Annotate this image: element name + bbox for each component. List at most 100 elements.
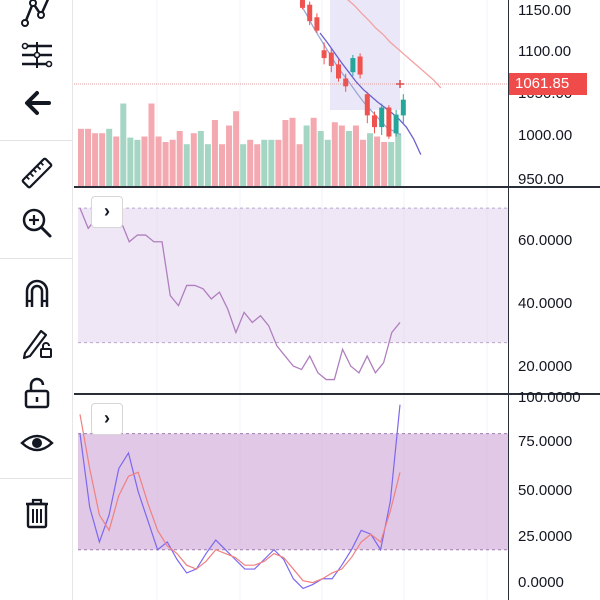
magnet-icon[interactable] (12, 268, 62, 318)
volume-bar (78, 128, 84, 186)
volume-bar (268, 139, 275, 186)
pane-divider[interactable] (74, 186, 600, 188)
stoch-tick: 50.0000 (518, 482, 573, 499)
ruler-icon[interactable] (12, 148, 62, 198)
volume-bar (310, 117, 317, 186)
candle-body (393, 114, 399, 134)
volume-bar (127, 137, 134, 186)
price-tick: 1000.00 (518, 127, 573, 144)
stoch-tick: 25.0000 (518, 528, 573, 545)
candle-body (379, 107, 385, 128)
stoch-band-fill (78, 433, 508, 550)
stoch-tick: 0.0000 (518, 574, 564, 591)
candle-body (372, 115, 377, 128)
volume-bar (183, 144, 190, 186)
volume-bar (282, 120, 289, 186)
rsi-tick: 60.0000 (518, 232, 573, 249)
volume-bar (303, 125, 310, 186)
volume-bar (247, 139, 254, 186)
candle-body (307, 4, 313, 22)
volume-bar (148, 103, 155, 186)
volume-bar (92, 133, 99, 186)
volume-bar (388, 142, 395, 186)
candle-body (300, 0, 305, 8)
candle-body (364, 94, 370, 116)
fib-retracement-icon[interactable] (12, 30, 62, 80)
volume-bar (345, 131, 352, 186)
toolbar-separator (0, 258, 73, 259)
volume-bar (120, 103, 127, 186)
stoch-tick: 100.0000 (518, 389, 581, 406)
volume-bar (275, 139, 282, 186)
candle-body (336, 64, 341, 79)
volume-bar (374, 136, 381, 186)
candle-body (386, 107, 392, 137)
candle-body (343, 78, 349, 87)
volume-bar (317, 131, 324, 186)
price-tick: 1100.00 (518, 43, 572, 60)
volume-bar (324, 139, 331, 186)
pane-divider[interactable] (74, 393, 600, 395)
volume-bar (261, 139, 268, 186)
price-tick: 1150.00 (518, 2, 572, 19)
volume-bar (395, 133, 402, 186)
candle-body (357, 56, 363, 75)
stoch-pane-collapse-button[interactable]: › (91, 403, 123, 435)
rsi-tick: 40.0000 (518, 295, 573, 312)
volume-bar (162, 142, 169, 186)
eye-icon[interactable] (12, 418, 62, 468)
volume-bar (338, 125, 345, 186)
back-arrow-icon[interactable] (12, 78, 62, 128)
volume-bar (106, 128, 113, 186)
rsi-line (79, 207, 401, 381)
volume-bar (233, 111, 240, 186)
price-axis-border (508, 0, 509, 600)
volume-bar (331, 122, 338, 186)
candle-body (400, 99, 406, 116)
candle-body (328, 52, 334, 66)
volume-bar (155, 136, 162, 186)
volume-bar (113, 136, 120, 186)
candle-body (350, 58, 356, 73)
volume-bar (226, 125, 233, 186)
lock-icon[interactable] (12, 368, 62, 418)
volume-bar (296, 144, 303, 186)
candle-body (321, 50, 327, 59)
volume-bar (240, 144, 247, 186)
volume-bar (211, 120, 218, 186)
moving-average-line (319, 32, 422, 155)
volume-bar (254, 144, 261, 186)
volume-bar (99, 133, 106, 186)
rsi-band-fill (78, 208, 508, 343)
volume-bar (381, 142, 388, 186)
volume-bar (289, 117, 296, 186)
stoch-tick: 75.0000 (518, 433, 573, 450)
pattern-tool-icon[interactable] (12, 0, 62, 36)
price-tick: 950.00 (518, 171, 564, 188)
volume-bar (176, 131, 183, 186)
volume-bar (169, 139, 176, 186)
volume-bar (219, 144, 225, 186)
volume-bar (367, 133, 374, 186)
stoch-d-line (79, 414, 401, 584)
trash-icon[interactable] (12, 488, 62, 538)
volume-bar (352, 125, 359, 186)
volume-bar (190, 133, 197, 186)
volume-bar (141, 136, 148, 186)
volume-bar (134, 139, 141, 186)
candle-body (314, 17, 320, 31)
zoom-in-icon[interactable] (12, 198, 62, 248)
rsi-tick: 20.0000 (518, 358, 573, 375)
volume-bar (204, 144, 211, 186)
stoch-k-line (79, 404, 401, 590)
stay-in-drawing-mode-icon[interactable] (12, 318, 62, 368)
rsi-pane-collapse-button[interactable]: › (91, 196, 123, 228)
drawing-toolbar (0, 0, 73, 600)
toolbar-separator (0, 140, 73, 141)
volume-bar (85, 128, 92, 186)
toolbar-separator (0, 478, 73, 479)
volume-bar (360, 139, 366, 186)
moving-average-line (347, 0, 442, 89)
volume-bar (197, 131, 204, 186)
